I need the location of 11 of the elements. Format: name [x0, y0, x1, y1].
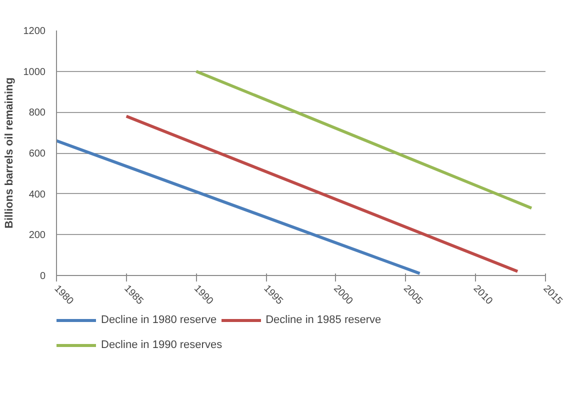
legend-label: Decline in 1980 reserve [101, 314, 217, 326]
legend-label: Decline in 1985 reserve [266, 314, 382, 326]
y-tick-label: 400 [28, 189, 46, 200]
y-tick-label: 0 [40, 271, 46, 282]
y-axis-title: Billions barrels oil remaining [3, 78, 16, 228]
legend-label: Decline in 1990 reserves [101, 339, 222, 351]
y-tick-label: 1200 [23, 26, 46, 37]
y-tick-label: 600 [28, 148, 46, 160]
y-tick-label: 1000 [23, 66, 46, 78]
y-tick-label: 800 [28, 108, 46, 119]
y-tick-label: 200 [28, 230, 46, 242]
